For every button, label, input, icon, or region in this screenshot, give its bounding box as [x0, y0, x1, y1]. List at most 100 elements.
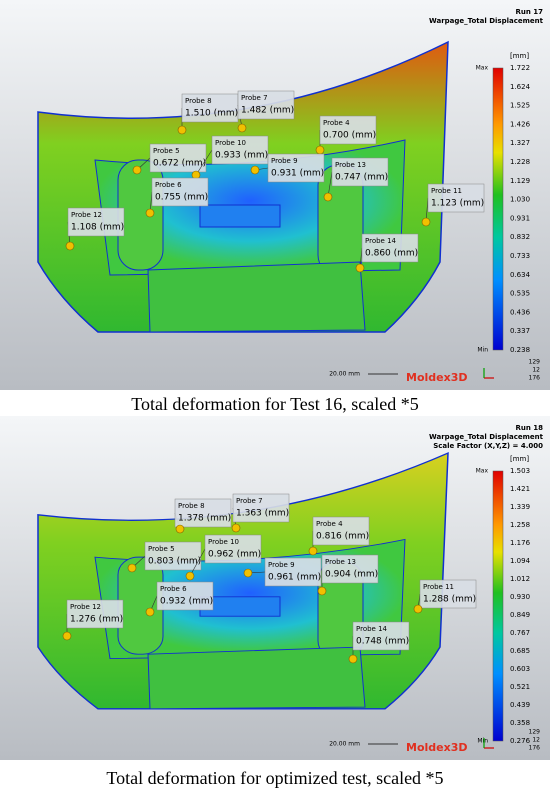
probe-name: Probe 10 [215, 139, 246, 147]
left-boss [117, 556, 164, 655]
probe-value: 1.123 (mm) [431, 199, 484, 209]
probe-name: Probe 4 [323, 119, 350, 127]
probe-point [355, 263, 365, 273]
probe-value: 0.672 (mm) [153, 159, 206, 169]
probe-box [427, 183, 485, 213]
probe-value: 0.816 (mm) [316, 532, 369, 542]
probe-point [185, 571, 195, 581]
probe-box [352, 621, 410, 651]
colorbar-label: 0.930 [510, 593, 530, 601]
run-label: Run 18 [515, 424, 543, 432]
probe-box [361, 233, 419, 263]
probe-name: Probe 5 [153, 147, 180, 155]
probe-name: Probe 8 [185, 97, 212, 105]
colorbar-label: 1.129 [510, 177, 530, 185]
colorbar-label: 0.931 [510, 214, 530, 222]
colorbar [492, 67, 504, 351]
colorbar-unit: [mm] [510, 52, 529, 60]
colorbar-label: 1.421 [510, 485, 530, 493]
probe-name: Probe 14 [365, 237, 397, 245]
probe-box [331, 157, 389, 187]
probe-value: 1.363 (mm) [236, 509, 289, 519]
probe-point [308, 546, 318, 556]
axis-count: 176 [529, 375, 541, 382]
probe-value: 0.932 (mm) [160, 597, 213, 607]
probe-box [267, 153, 325, 183]
colorbar-label: 1.525 [510, 102, 530, 110]
colorbar-label: 1.327 [510, 139, 530, 147]
colorbar-max: Max [476, 468, 489, 475]
axis-count: 12 [532, 737, 540, 744]
probe-value: 0.860 (mm) [365, 249, 418, 259]
probe-name: Probe 12 [71, 211, 102, 219]
probe-box [204, 534, 262, 564]
colorbar [492, 470, 504, 742]
probe-value: 1.276 (mm) [70, 615, 123, 625]
probe-point [315, 145, 325, 155]
probe-point [175, 524, 185, 534]
axis-count: 129 [529, 359, 541, 366]
probe-point [250, 165, 260, 175]
probe-box [264, 557, 322, 587]
probe-value: 0.931 (mm) [271, 169, 324, 179]
probe-point [323, 192, 333, 202]
probe-point [237, 123, 247, 133]
probe-name: Probe 13 [335, 161, 366, 169]
probe-box [67, 207, 125, 237]
probe-value: 0.933 (mm) [215, 151, 268, 161]
probe-leader [189, 548, 206, 577]
colorbar-label: 0.358 [510, 719, 530, 727]
axis-count: 12 [532, 367, 540, 374]
colorbar-label: 1.339 [510, 503, 530, 511]
probe-value: 1.482 (mm) [241, 106, 294, 116]
probe-box [232, 493, 290, 523]
probe-box [156, 581, 214, 611]
probe-box [419, 579, 477, 609]
probe-name: Probe 4 [316, 520, 343, 528]
probe-point [132, 165, 142, 175]
logo: Moldex3D [406, 741, 468, 754]
probe-name: Probe 9 [268, 561, 295, 569]
probe-value: 0.803 (mm) [148, 557, 201, 567]
colorbar-label: 1.426 [510, 120, 531, 128]
probe-point [127, 563, 137, 573]
probe-name: Probe 10 [208, 538, 239, 546]
colorbar-label: 0.685 [510, 647, 530, 655]
colorbar-label: 0.733 [510, 252, 530, 260]
colorbar-label: 0.276 [510, 737, 531, 745]
scale-bar-label: 20.00 mm [329, 371, 360, 378]
probe-leader [195, 149, 213, 176]
probe-box [211, 135, 269, 165]
probe-name: Probe 14 [356, 625, 388, 633]
probe-name: Probe 13 [325, 558, 356, 566]
probe-point [243, 568, 253, 578]
probe-box [174, 498, 232, 528]
colorbar-label: 0.238 [510, 346, 530, 354]
probe-name: Probe 7 [241, 94, 268, 102]
colorbar-label: 0.603 [510, 665, 530, 673]
probe-value: 0.962 (mm) [208, 550, 261, 560]
probe-value: 1.288 (mm) [423, 595, 476, 605]
probe-box [149, 143, 207, 173]
front-wall [147, 261, 366, 333]
colorbar-label: 0.767 [510, 629, 530, 637]
probe-name: Probe 9 [271, 157, 298, 165]
axis-count: 176 [529, 745, 541, 752]
probe-point [145, 607, 155, 617]
colorbar-max: Max [476, 65, 489, 72]
colorbar-label: 0.849 [510, 611, 530, 619]
result-label: Warpage_Total Displacement [429, 17, 544, 25]
part-model [37, 40, 449, 333]
colorbar-label: 0.436 [510, 308, 531, 316]
colorbar-min: Min [477, 347, 488, 354]
probe-box [181, 93, 239, 123]
probe-box [312, 516, 370, 546]
probe-box [151, 177, 209, 207]
colorbar-label: 0.521 [510, 683, 530, 691]
colorbar-label: 1.228 [510, 158, 530, 166]
colorbar-label: 1.176 [510, 539, 531, 547]
probe-value: 1.510 (mm) [185, 109, 238, 119]
colorbar-label: 0.535 [510, 290, 530, 298]
probe-box [66, 599, 124, 629]
